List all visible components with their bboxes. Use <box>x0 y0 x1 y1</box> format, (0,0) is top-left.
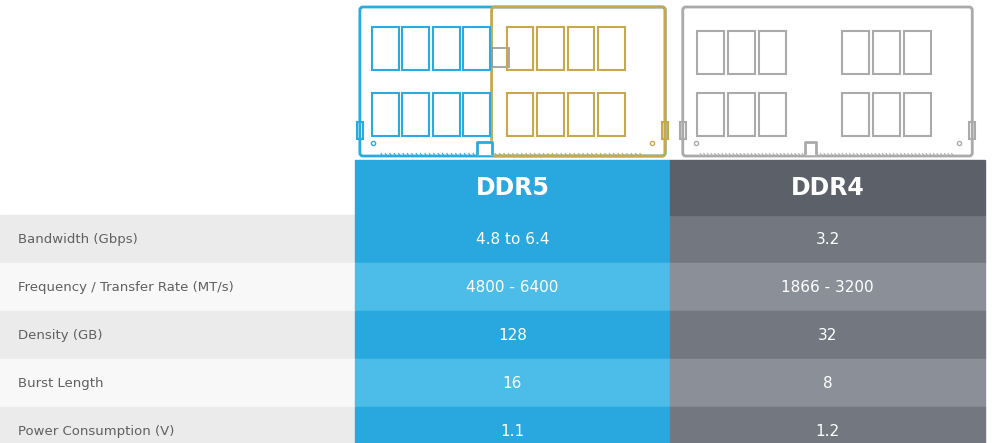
Bar <box>568 93 594 136</box>
Bar <box>873 31 900 74</box>
Bar <box>568 27 594 70</box>
Bar <box>0 359 355 407</box>
Text: 1866 - 3200: 1866 - 3200 <box>781 280 874 295</box>
Bar <box>842 93 869 136</box>
Bar <box>0 407 355 443</box>
Text: 4.8 to 6.4: 4.8 to 6.4 <box>476 232 549 246</box>
Bar <box>537 93 564 136</box>
Text: Burst Length: Burst Length <box>18 377 104 389</box>
Bar <box>598 93 625 136</box>
Bar <box>969 121 975 139</box>
Bar <box>463 27 490 70</box>
Bar <box>904 93 931 136</box>
Bar <box>670 407 985 443</box>
Bar <box>372 93 399 136</box>
Bar <box>873 93 900 136</box>
Text: 3.2: 3.2 <box>815 232 840 246</box>
Bar <box>670 263 985 311</box>
Text: 1.2: 1.2 <box>815 424 840 439</box>
Text: 8: 8 <box>823 376 832 390</box>
Text: 1.1: 1.1 <box>500 424 525 439</box>
Bar <box>728 31 755 74</box>
Bar <box>492 48 509 67</box>
Bar <box>697 31 724 74</box>
Bar <box>680 121 686 139</box>
Bar <box>402 27 429 70</box>
Bar <box>904 31 931 74</box>
Bar <box>357 121 363 139</box>
Bar <box>507 93 533 136</box>
Bar <box>507 27 533 70</box>
Bar <box>355 215 670 263</box>
Bar <box>463 93 490 136</box>
Text: Bandwidth (Gbps): Bandwidth (Gbps) <box>18 233 138 245</box>
Bar <box>433 27 460 70</box>
Text: 128: 128 <box>498 327 527 342</box>
Bar <box>728 93 755 136</box>
Bar <box>0 263 355 311</box>
Bar <box>0 311 355 359</box>
Bar <box>670 215 985 263</box>
Bar <box>670 311 985 359</box>
Text: DDR5: DDR5 <box>476 175 549 199</box>
Bar <box>670 359 985 407</box>
Bar <box>355 311 670 359</box>
Text: Density (GB): Density (GB) <box>18 329 103 342</box>
Text: Power Consumption (V): Power Consumption (V) <box>18 424 174 438</box>
Bar <box>477 140 492 154</box>
Text: 16: 16 <box>503 376 522 390</box>
Bar <box>402 93 429 136</box>
Bar <box>372 27 399 70</box>
Bar <box>537 27 564 70</box>
Bar <box>805 140 816 154</box>
Bar <box>842 31 869 74</box>
Bar <box>598 27 625 70</box>
Bar <box>670 160 985 215</box>
Bar <box>355 263 670 311</box>
Bar <box>433 93 460 136</box>
Bar <box>697 93 724 136</box>
Text: Frequency / Transfer Rate (MT/s): Frequency / Transfer Rate (MT/s) <box>18 280 234 294</box>
Bar <box>355 160 670 215</box>
Text: 4800 - 6400: 4800 - 6400 <box>466 280 559 295</box>
Text: DDR4: DDR4 <box>791 175 864 199</box>
Bar <box>759 31 786 74</box>
Bar <box>0 215 355 263</box>
Text: 32: 32 <box>818 327 837 342</box>
Bar <box>662 121 668 139</box>
Bar <box>355 359 670 407</box>
Bar <box>759 93 786 136</box>
Bar <box>355 407 670 443</box>
